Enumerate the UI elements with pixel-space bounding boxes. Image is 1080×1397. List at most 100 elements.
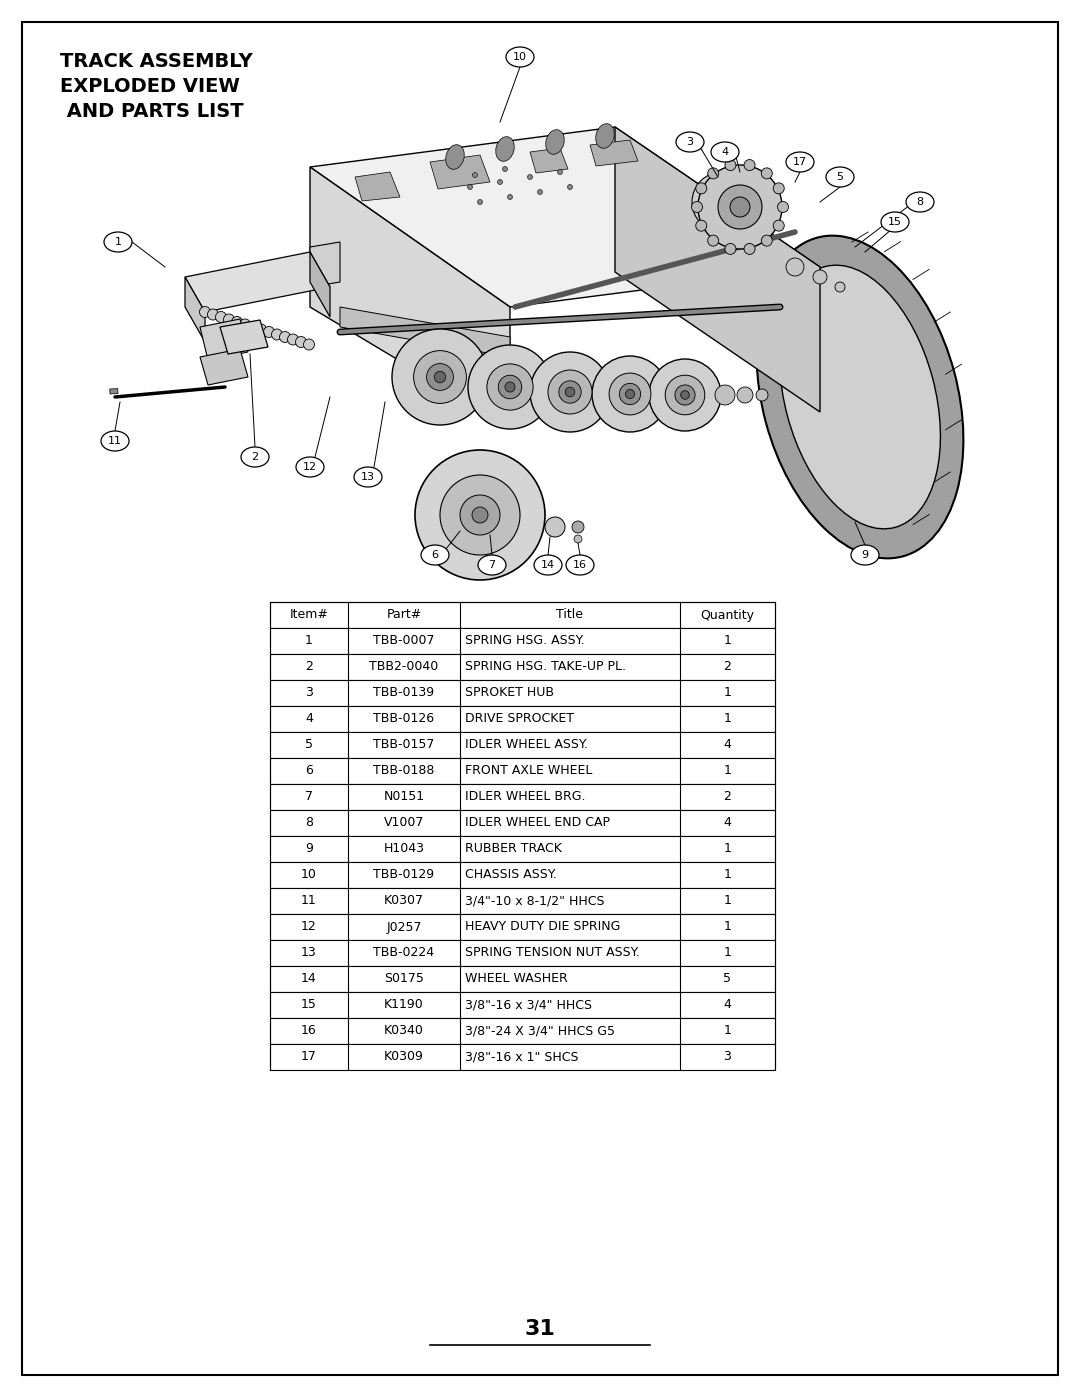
Text: SPRING HSG. ASSY.: SPRING HSG. ASSY. [465, 634, 584, 647]
Text: 16: 16 [573, 560, 588, 570]
Text: 1: 1 [724, 921, 731, 933]
Text: SPRING HSG. TAKE-UP PL.: SPRING HSG. TAKE-UP PL. [465, 661, 626, 673]
Bar [270, 965, 775, 992]
Text: TBB2-0040: TBB2-0040 [369, 661, 438, 673]
Text: 3/8"-16 x 1" SHCS: 3/8"-16 x 1" SHCS [465, 1051, 579, 1063]
Circle shape [502, 166, 508, 172]
Text: S0175: S0175 [384, 972, 424, 985]
Text: HEAVY DUTY DIE SPRING: HEAVY DUTY DIE SPRING [465, 921, 620, 933]
Circle shape [231, 317, 243, 327]
Ellipse shape [241, 447, 269, 467]
Text: 1: 1 [724, 712, 731, 725]
Text: TBB-0129: TBB-0129 [374, 869, 434, 882]
Circle shape [505, 381, 515, 393]
Text: Quantity: Quantity [701, 609, 755, 622]
Text: Item#: Item# [289, 609, 328, 622]
Circle shape [725, 159, 735, 170]
Circle shape [558, 381, 581, 404]
Text: 1: 1 [724, 764, 731, 778]
Ellipse shape [596, 124, 615, 148]
Text: 1: 1 [724, 947, 731, 960]
Text: 13: 13 [301, 947, 316, 960]
Text: 1: 1 [724, 686, 731, 700]
Circle shape [224, 314, 234, 326]
Bar [270, 759, 775, 784]
Text: TBB-0139: TBB-0139 [374, 686, 434, 700]
Circle shape [696, 221, 706, 231]
Circle shape [698, 165, 782, 249]
Circle shape [473, 172, 477, 177]
Polygon shape [310, 242, 340, 286]
Text: 15: 15 [301, 999, 316, 1011]
Bar [270, 1044, 775, 1070]
Text: 17: 17 [793, 156, 807, 168]
Bar [270, 654, 775, 680]
Bar [270, 862, 775, 888]
Text: CHASSIS ASSY.: CHASSIS ASSY. [465, 869, 557, 882]
Circle shape [414, 351, 467, 404]
Ellipse shape [496, 137, 514, 161]
Circle shape [744, 159, 755, 170]
Ellipse shape [545, 130, 564, 154]
Ellipse shape [534, 555, 562, 576]
Circle shape [573, 535, 582, 543]
Circle shape [625, 390, 635, 398]
Text: IDLER WHEEL END CAP: IDLER WHEEL END CAP [465, 816, 610, 830]
Polygon shape [200, 319, 248, 360]
Bar [270, 680, 775, 705]
Circle shape [392, 330, 488, 425]
Circle shape [487, 363, 534, 411]
Text: K0309: K0309 [384, 1051, 424, 1063]
Circle shape [415, 450, 545, 580]
Text: 9: 9 [305, 842, 313, 855]
Text: 11: 11 [108, 436, 122, 446]
Circle shape [527, 175, 532, 179]
Ellipse shape [478, 555, 507, 576]
Text: 5: 5 [305, 739, 313, 752]
Circle shape [665, 376, 705, 415]
Bar [270, 888, 775, 914]
Text: IDLER WHEEL ASSY.: IDLER WHEEL ASSY. [465, 739, 588, 752]
Text: 14: 14 [301, 972, 316, 985]
Text: DRIVE SPROCKET: DRIVE SPROCKET [465, 712, 573, 725]
Ellipse shape [780, 265, 941, 529]
Bar [270, 629, 775, 654]
Circle shape [715, 386, 735, 405]
Text: K0340: K0340 [384, 1024, 424, 1038]
Circle shape [778, 201, 788, 212]
Circle shape [468, 345, 552, 429]
Circle shape [508, 194, 513, 200]
Bar [270, 705, 775, 732]
Ellipse shape [851, 545, 879, 564]
Ellipse shape [354, 467, 382, 488]
Ellipse shape [786, 152, 814, 172]
Circle shape [256, 324, 267, 335]
Text: TBB-0007: TBB-0007 [374, 634, 435, 647]
Circle shape [247, 321, 258, 332]
Circle shape [680, 391, 689, 400]
Ellipse shape [104, 232, 132, 251]
Text: 4: 4 [305, 712, 313, 725]
Circle shape [303, 339, 314, 351]
Circle shape [619, 383, 640, 405]
Text: 3: 3 [687, 137, 693, 147]
Text: 6: 6 [432, 550, 438, 560]
Bar [270, 732, 775, 759]
Bar [270, 940, 775, 965]
Text: 16: 16 [301, 1024, 316, 1038]
Text: 6: 6 [305, 764, 313, 778]
Text: 9: 9 [862, 550, 868, 560]
Text: TBB-0224: TBB-0224 [374, 947, 434, 960]
Bar [270, 1018, 775, 1044]
Ellipse shape [566, 555, 594, 576]
Text: 5: 5 [724, 972, 731, 985]
Text: 2: 2 [252, 453, 258, 462]
Bar [270, 914, 775, 940]
Ellipse shape [296, 457, 324, 476]
Polygon shape [185, 251, 330, 312]
Text: 17: 17 [301, 1051, 316, 1063]
Text: 2: 2 [724, 661, 731, 673]
Text: EXPLODED VIEW: EXPLODED VIEW [60, 77, 240, 96]
Ellipse shape [102, 432, 129, 451]
Ellipse shape [826, 168, 854, 187]
